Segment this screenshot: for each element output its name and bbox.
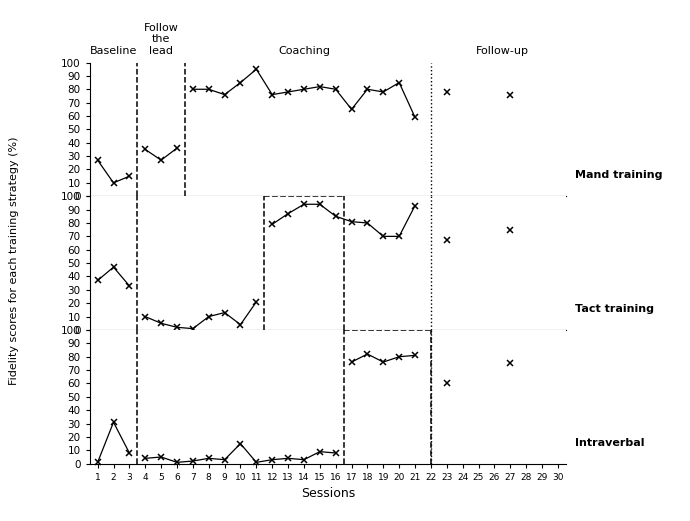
Text: Follow
the
lead: Follow the lead [144,22,179,56]
Text: Tact training: Tact training [575,304,654,314]
Text: Intraverbal: Intraverbal [575,438,645,448]
Text: Baseline: Baseline [90,46,137,56]
Text: Mand training: Mand training [575,170,663,180]
Text: Follow-up: Follow-up [476,46,529,56]
X-axis label: Sessions: Sessions [301,487,355,500]
Text: Coaching: Coaching [278,46,330,56]
Text: Fidelity scores for each training strategy (%): Fidelity scores for each training strate… [9,137,19,384]
